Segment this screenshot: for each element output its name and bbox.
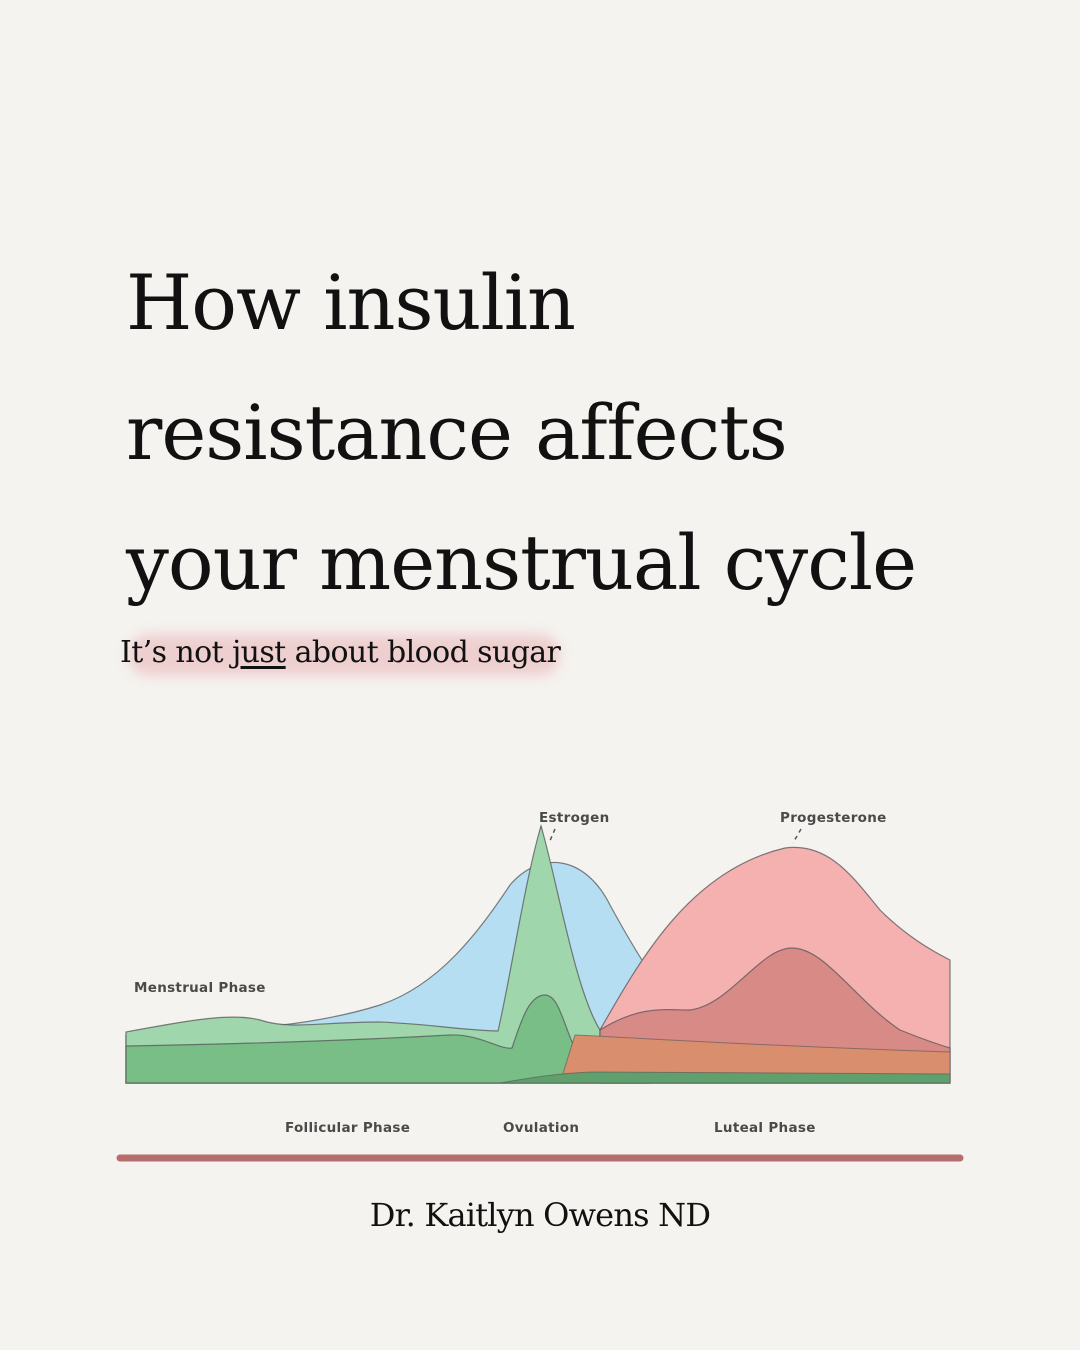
estrogen-label: Estrogen (539, 810, 609, 826)
title-line-2: resistance affects (126, 388, 788, 477)
subtitle-emphasis: just (231, 635, 286, 670)
ovulation-label: Ovulation (503, 1120, 579, 1136)
progesterone-label: Progesterone (780, 810, 887, 826)
highlight-brush-stroke (128, 634, 560, 676)
menstrual-phase-label: Menstrual Phase (134, 980, 266, 996)
subtitle: It’s not just about blood sugar (120, 628, 561, 678)
hormone-cycle-diagram: Estrogen Progesterone Menstrual Phase Fo… (116, 810, 964, 1162)
estradiol-low-band (559, 1034, 951, 1084)
base-band (499, 1071, 951, 1084)
estrogen-pointer (548, 828, 556, 844)
lh-curve (125, 823, 601, 1084)
title-line-1: How insulin (126, 258, 576, 347)
subtitle-after: about blood sugar (285, 635, 561, 670)
subtitle-block: It’s not just about blood sugar (120, 628, 561, 678)
follicular-phase-label: Follicular Phase (285, 1120, 410, 1136)
title-line-3: your menstrual cycle (126, 518, 917, 607)
luteal-phase-label: Luteal Phase (714, 1120, 816, 1136)
subtitle-before: It’s not (120, 635, 232, 670)
page-title: How insulin resistance affects your mens… (126, 238, 917, 628)
progesterone-pointer (792, 828, 802, 844)
author-name: Dr. Kaitlyn Owens ND (369, 1196, 711, 1234)
